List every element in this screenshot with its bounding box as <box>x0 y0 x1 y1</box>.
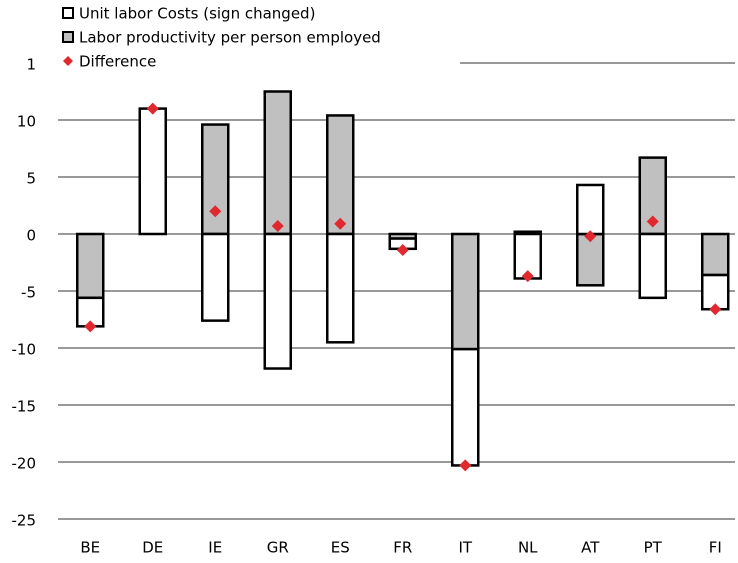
y-tick-label: 5 <box>26 170 36 188</box>
x-tick-label: DE <box>142 539 163 557</box>
y-tick-label: 10 <box>17 113 36 131</box>
difference-marker <box>646 215 659 228</box>
legend-background <box>55 0 460 74</box>
legend-label: Labor productivity per person employed <box>79 29 381 47</box>
bar-segment <box>263 232 292 370</box>
difference-marker <box>334 217 347 230</box>
y-tick-label: -25 <box>12 512 37 530</box>
bar-segment <box>138 107 167 236</box>
difference-marker <box>396 243 409 256</box>
y-tick-label: -20 <box>12 455 37 473</box>
difference-marker <box>146 102 159 115</box>
bar-segment <box>451 232 480 351</box>
bar-segment <box>201 123 230 236</box>
legend-label: Difference <box>79 53 156 71</box>
difference-marker <box>459 459 472 472</box>
y-tick-label: -10 <box>12 341 37 359</box>
x-tick-label: IE <box>208 539 222 557</box>
bar-segment <box>576 183 605 236</box>
legend-swatch <box>62 7 74 19</box>
difference-marker <box>584 230 597 243</box>
y-tick-label: 1 <box>26 56 36 74</box>
difference-marker <box>709 303 722 316</box>
bar-segment <box>326 232 355 344</box>
x-tick-label: FI <box>709 539 722 557</box>
x-tick-label: BE <box>80 539 100 557</box>
x-tick-label: NL <box>518 539 538 557</box>
legend-label: Unit labor Costs (sign changed) <box>79 5 315 23</box>
legend: Unit labor Costs (sign changed) Labor pro… <box>55 0 460 74</box>
bar-segment <box>638 232 667 300</box>
x-tick-label: FR <box>393 539 412 557</box>
difference-marker <box>209 205 222 218</box>
bar-segment <box>76 232 105 300</box>
bar-segment <box>326 114 355 236</box>
bar-segment <box>451 347 480 467</box>
x-tick-label: GR <box>267 539 289 557</box>
difference-marker <box>271 220 284 233</box>
difference-marker <box>521 270 534 283</box>
legend-swatch <box>63 56 73 66</box>
y-tick-label: 0 <box>26 227 36 245</box>
x-tick-label: ES <box>331 539 350 557</box>
y-tick-label: -5 <box>21 284 36 302</box>
x-tick-label: IT <box>458 539 472 557</box>
y-tick-label: -15 <box>12 398 37 416</box>
bar-segment <box>263 90 292 236</box>
x-tick-label: PT <box>644 539 663 557</box>
legend-swatch <box>62 31 74 43</box>
bar-segment <box>701 232 730 277</box>
bar-segment <box>201 232 230 322</box>
difference-marker <box>84 320 97 333</box>
x-tick-label: AT <box>581 539 600 557</box>
